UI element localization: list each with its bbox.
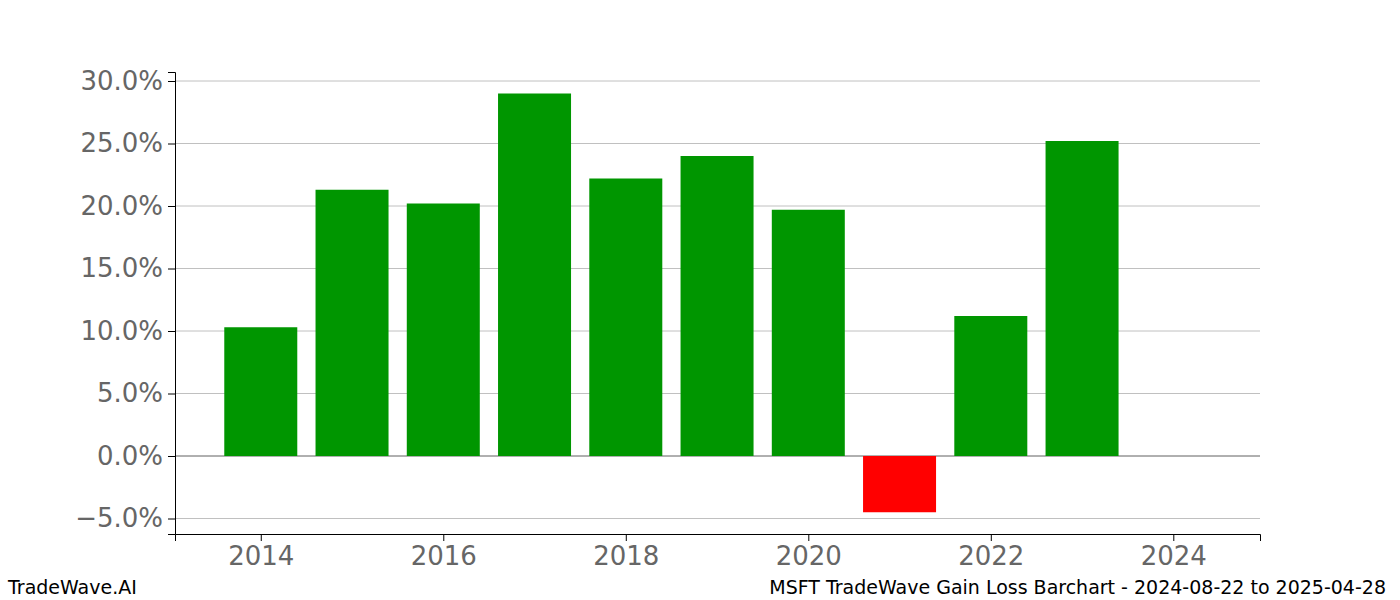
y-tick: 15.0% bbox=[80, 253, 175, 283]
x-tick-label: 2016 bbox=[411, 541, 477, 571]
bar bbox=[1046, 141, 1119, 456]
x-tick-mark bbox=[261, 534, 262, 541]
bar bbox=[407, 204, 480, 457]
y-tick-label: 25.0% bbox=[80, 128, 163, 158]
bar bbox=[589, 179, 662, 457]
y-tick-mark bbox=[168, 519, 175, 520]
y-tick-label: −5.0% bbox=[75, 503, 163, 533]
bar bbox=[772, 210, 845, 456]
chart: −5.0% 0.0% 5.0% 10.0% 15.0% 20.0% 25.0% 30.0% 20… bbox=[0, 0, 1400, 600]
y-tick-label: 20.0% bbox=[80, 191, 163, 221]
y-tick-label: 30.0% bbox=[80, 66, 163, 96]
y-tick-mark bbox=[168, 331, 175, 332]
x-tick: 2022 bbox=[958, 534, 1024, 571]
plot: −5.0% 0.0% 5.0% 10.0% 15.0% 20.0% 25.0% 30.0% 20… bbox=[75, 66, 1260, 572]
x-tick: 2020 bbox=[776, 534, 842, 571]
y-tick: −5.0% bbox=[75, 503, 175, 533]
y-tick-mark bbox=[168, 456, 175, 457]
y-axis: −5.0% 0.0% 5.0% 10.0% 15.0% 20.0% 25.0% 30.0% bbox=[75, 66, 175, 535]
x-tick-label: 2014 bbox=[228, 541, 294, 571]
y-tick: 25.0% bbox=[80, 128, 175, 158]
x-tick-mark bbox=[443, 534, 444, 541]
y-tick-mark bbox=[168, 269, 175, 270]
x-tick-mark bbox=[626, 534, 627, 541]
bar bbox=[954, 316, 1027, 456]
grid bbox=[175, 81, 1260, 519]
x-tick-label: 2024 bbox=[1141, 541, 1207, 571]
bar-group bbox=[224, 94, 1118, 513]
y-tick-label: 10.0% bbox=[80, 316, 163, 346]
x-tick-label: 2020 bbox=[776, 541, 842, 571]
x-axis-line bbox=[176, 535, 1261, 542]
y-tick: 0.0% bbox=[97, 441, 175, 471]
x-tick-mark bbox=[808, 534, 809, 541]
bars bbox=[224, 94, 1118, 513]
y-tick-label: 15.0% bbox=[80, 253, 163, 283]
x-tick: 2018 bbox=[593, 534, 659, 571]
y-tick-label: 5.0% bbox=[97, 378, 163, 408]
y-tick-mark bbox=[168, 81, 175, 82]
x-tick-label: 2018 bbox=[593, 541, 659, 571]
y-tick: 5.0% bbox=[97, 378, 175, 408]
bar bbox=[316, 190, 389, 456]
title: MSFT TradeWave Gain Loss Barchart - 2024… bbox=[769, 576, 1386, 598]
y-tick-mark bbox=[168, 394, 175, 395]
y-tick: 30.0% bbox=[80, 66, 175, 96]
x-tick-label: 2022 bbox=[958, 541, 1024, 571]
x-tick-mark bbox=[991, 534, 992, 541]
x-tick-mark bbox=[1173, 534, 1174, 541]
y-tick-mark bbox=[168, 144, 175, 145]
y-axis-line bbox=[168, 73, 176, 535]
y-tick-label: 0.0% bbox=[97, 441, 163, 471]
bar bbox=[498, 94, 571, 457]
grid-line bbox=[175, 518, 1260, 519]
x-tick: 2014 bbox=[228, 534, 294, 571]
annotation: TradeWave.AI bbox=[7, 576, 137, 598]
bar bbox=[224, 327, 297, 456]
y-tick: 10.0% bbox=[80, 316, 175, 346]
y-tick-mark bbox=[168, 206, 175, 207]
x-tick: 2024 bbox=[1141, 534, 1207, 571]
y-tick: 20.0% bbox=[80, 191, 175, 221]
bar bbox=[863, 456, 936, 512]
x-axis: 2014 2016 2018 2020 2022 2024 bbox=[176, 534, 1261, 571]
grid-line bbox=[175, 81, 1260, 82]
x-tick: 2016 bbox=[411, 534, 477, 571]
bar bbox=[681, 156, 754, 456]
